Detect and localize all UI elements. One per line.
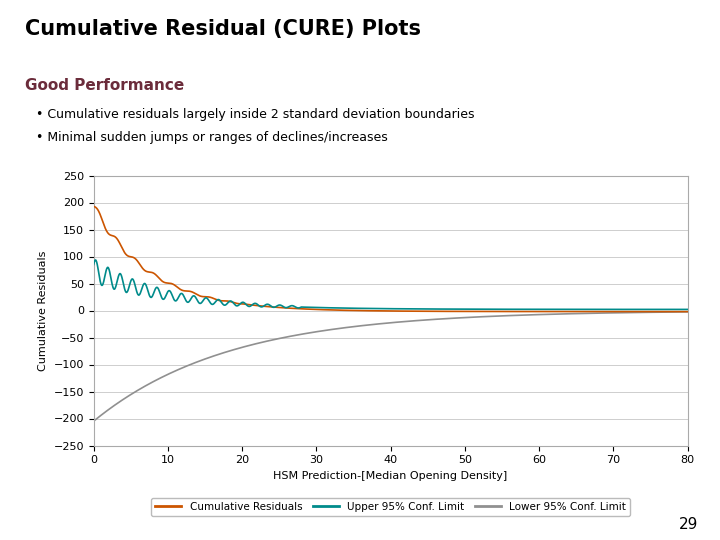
Legend: Cumulative Residuals, Upper 95% Conf. Limit, Lower 95% Conf. Limit: Cumulative Residuals, Upper 95% Conf. Li… xyxy=(151,497,630,516)
Text: Good Performance: Good Performance xyxy=(25,78,184,93)
Text: Cumulative Residual (CURE) Plots: Cumulative Residual (CURE) Plots xyxy=(25,19,421,39)
X-axis label: HSM Prediction-[Median Opening Density]: HSM Prediction-[Median Opening Density] xyxy=(274,471,508,481)
Y-axis label: Cumulative Residuals: Cumulative Residuals xyxy=(38,251,48,370)
Text: 29: 29 xyxy=(679,517,698,532)
Text: • Minimal sudden jumps or ranges of declines/increases: • Minimal sudden jumps or ranges of decl… xyxy=(36,131,388,144)
Text: • Cumulative residuals largely inside 2 standard deviation boundaries: • Cumulative residuals largely inside 2 … xyxy=(36,108,474,121)
